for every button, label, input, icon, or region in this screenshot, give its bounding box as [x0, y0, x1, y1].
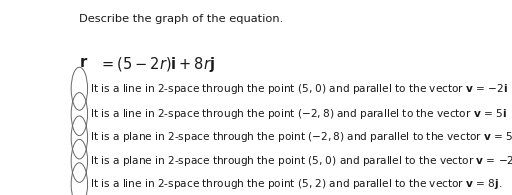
Text: It is a line in 2-space through the point (5, 2) and parallel to the vector $\ma: It is a line in 2-space through the poin… [90, 177, 502, 191]
Text: It is a line in 2-space through the point (5, 0) and parallel to the vector $\ma: It is a line in 2-space through the poin… [90, 82, 512, 96]
Text: $= (5 - 2r)\mathbf{i} + 8r\mathbf{j}$: $= (5 - 2r)\mathbf{i} + 8r\mathbf{j}$ [99, 55, 215, 74]
Text: $\mathbf{r}$: $\mathbf{r}$ [79, 55, 89, 70]
Text: It is a plane in 2-space through the point $(-2, 8)$ and parallel to the vector : It is a plane in 2-space through the poi… [90, 130, 512, 144]
Text: It is a plane in 2-space through the point (5, 0) and parallel to the vector $\m: It is a plane in 2-space through the poi… [90, 154, 512, 168]
Text: It is a line in 2-space through the point $(-2, 8)$ and parallel to the vector $: It is a line in 2-space through the poin… [90, 107, 506, 121]
Text: Describe the graph of the equation.: Describe the graph of the equation. [79, 14, 284, 24]
